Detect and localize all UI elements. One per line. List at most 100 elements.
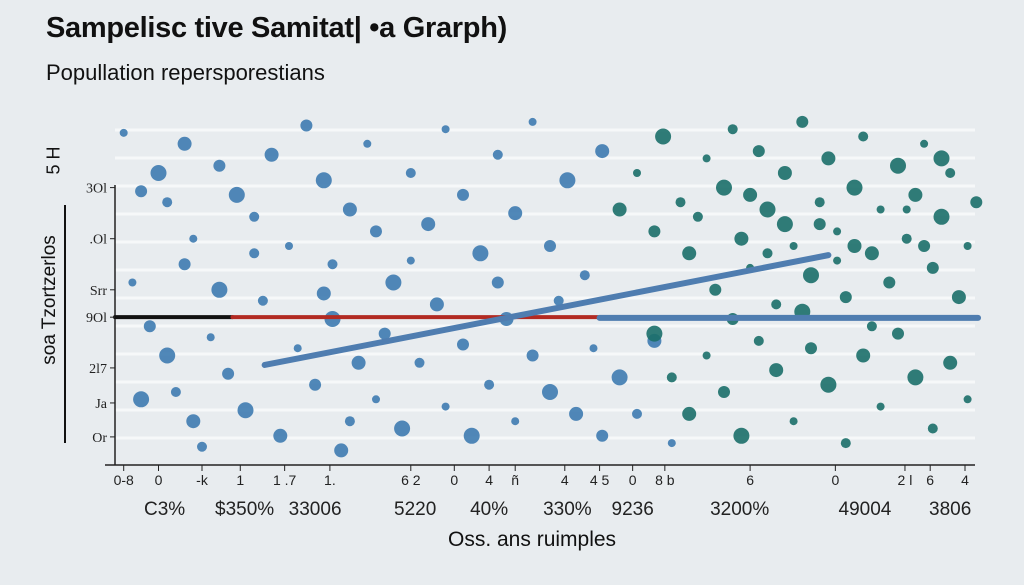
- chart-subtitle: Popullation repersporestians: [46, 60, 325, 85]
- data-point-group-a: [189, 234, 198, 243]
- data-point-group-b: [777, 166, 792, 180]
- data-point-group-a: [264, 147, 279, 162]
- data-point-group-a: [237, 402, 254, 419]
- x-tick-label: 1.: [324, 472, 336, 488]
- data-point-group-a: [429, 297, 444, 312]
- x-secondary-label: C3%: [144, 499, 185, 520]
- data-point-group-a: [162, 197, 173, 208]
- x-secondary-label: 3200%: [710, 499, 769, 520]
- data-point-group-b: [820, 376, 837, 393]
- x-tick-label: 4: [561, 472, 569, 488]
- data-point-group-a: [553, 295, 564, 306]
- data-point-group-b: [927, 423, 938, 434]
- data-point-group-a: [228, 186, 245, 203]
- data-point-group-a: [632, 408, 642, 419]
- data-point-group-b: [796, 115, 809, 128]
- data-point-group-b: [655, 128, 672, 145]
- data-point-group-b: [970, 196, 983, 209]
- x-tick-label: 6: [746, 472, 754, 488]
- x-tick-label: 0: [450, 472, 458, 488]
- x-tick-label: 0-8: [114, 472, 134, 488]
- data-point-group-b: [682, 246, 697, 261]
- data-point-group-b: [858, 131, 869, 142]
- data-point-group-a: [249, 248, 260, 259]
- data-point-group-a: [370, 225, 382, 238]
- data-point-group-b: [876, 402, 885, 411]
- data-point-group-b: [833, 227, 842, 236]
- data-point-group-b: [945, 168, 956, 178]
- data-point-group-b: [847, 239, 862, 253]
- data-point-group-a: [611, 369, 628, 386]
- data-point-group-b: [716, 179, 732, 196]
- x-secondary-label: 40%: [470, 499, 508, 520]
- x-secondary-label: 33006: [289, 499, 342, 520]
- data-point-group-b: [943, 355, 958, 370]
- y-tick-label: 2l7: [89, 362, 107, 377]
- data-point-group-b: [633, 169, 641, 177]
- data-point-group-a: [178, 258, 191, 271]
- data-point-group-b: [821, 151, 836, 166]
- data-point-group-a: [394, 420, 411, 437]
- y-tick-label: Or: [92, 431, 107, 446]
- data-point-group-a: [273, 428, 288, 443]
- data-point-group-b: [840, 438, 851, 449]
- x-secondary-label: 49004: [839, 499, 892, 520]
- data-point-group-b: [718, 386, 730, 398]
- data-point-group-a: [441, 125, 450, 134]
- data-point-group-a: [589, 344, 598, 353]
- data-point-group-a: [133, 391, 150, 408]
- data-point-group-a: [491, 276, 504, 289]
- y-tick-label: 9Ol: [86, 311, 107, 326]
- x-tick-label: 4: [961, 472, 969, 488]
- data-point-group-b: [666, 372, 677, 383]
- x-tick-label: 6 2: [401, 472, 421, 488]
- data-point-group-b: [963, 242, 972, 250]
- data-point-group-b: [856, 348, 871, 363]
- data-point-group-a: [414, 357, 425, 368]
- data-point-group-a: [206, 333, 215, 342]
- data-point-group-b: [789, 242, 798, 250]
- x-tick-label: 8 b: [655, 472, 675, 488]
- x-axis-label: Oss. ans ruimples: [448, 528, 617, 551]
- data-point-group-a: [300, 119, 313, 132]
- data-point-group-a: [170, 387, 181, 397]
- data-point-group-b: [908, 187, 923, 202]
- y-tick-label: Ja: [95, 397, 107, 412]
- data-point-group-a: [544, 240, 556, 252]
- data-point-group-a: [492, 149, 503, 160]
- data-point-group-b: [876, 205, 885, 214]
- data-point-group-b: [890, 157, 906, 174]
- data-point-group-b: [752, 145, 765, 158]
- x-tick-label: 0: [629, 472, 637, 488]
- data-point-group-a: [569, 406, 584, 421]
- data-point-group-a: [315, 172, 332, 189]
- data-point-group-b: [648, 225, 661, 238]
- x-tick-label: 1 .7: [273, 472, 297, 488]
- x-secondary-label: 9236: [612, 499, 654, 520]
- data-point-group-b: [702, 351, 711, 360]
- x-secondary-label: 5220: [394, 499, 436, 520]
- data-point-group-b: [926, 261, 939, 274]
- data-point-group-a: [472, 245, 489, 262]
- data-point-group-a: [378, 327, 391, 340]
- data-point-group-b: [814, 197, 825, 208]
- data-point-group-a: [596, 429, 609, 442]
- data-point-group-a: [526, 349, 539, 362]
- data-point-group-a: [528, 117, 537, 126]
- data-point-group-b: [733, 427, 750, 444]
- data-point-group-b: [933, 208, 950, 225]
- data-point-group-b: [918, 240, 931, 252]
- data-point-group-b: [771, 299, 782, 310]
- data-point-group-a: [421, 217, 436, 232]
- x-secondary-label: $350%: [215, 499, 274, 520]
- line-trend: [261, 252, 832, 368]
- data-point-group-a: [579, 270, 590, 281]
- data-point-group-a: [186, 414, 201, 429]
- x-tick-label: ñ: [511, 472, 519, 488]
- x-tick-label: 0: [831, 472, 839, 488]
- x-tick-label: 1: [236, 472, 244, 488]
- data-point-group-b: [753, 335, 764, 346]
- data-point-group-b: [682, 406, 697, 421]
- data-point-group-b: [727, 124, 738, 135]
- data-point-group-a: [406, 256, 415, 265]
